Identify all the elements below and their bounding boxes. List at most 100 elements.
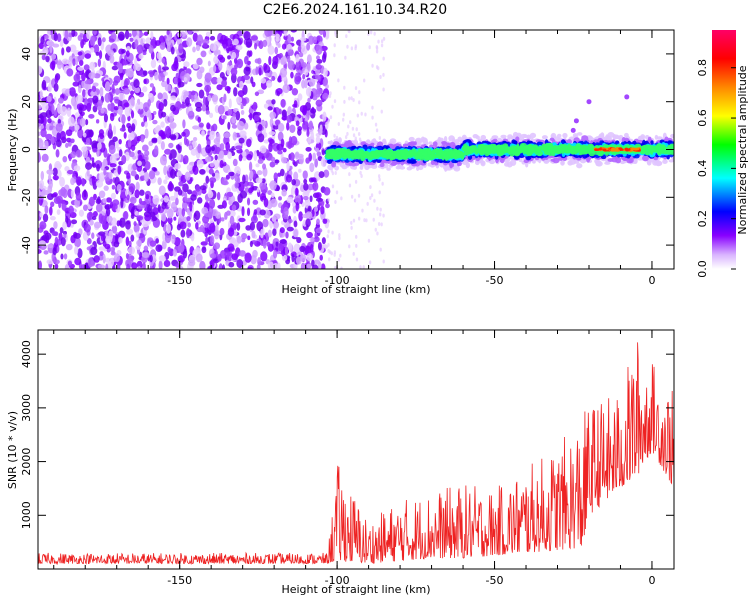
noise-blob <box>134 210 139 216</box>
noise-blob <box>177 81 185 88</box>
noise-blob <box>74 257 82 266</box>
noise-blob <box>113 253 121 263</box>
noise-blob <box>242 156 247 161</box>
noise-blob <box>129 196 137 204</box>
noise-blob <box>49 206 53 216</box>
noise-blob <box>52 192 58 197</box>
noise-blob <box>157 135 162 145</box>
noise-blob <box>149 83 154 88</box>
noise-blob <box>157 177 162 186</box>
noise-blob <box>380 39 384 44</box>
noise-blob <box>91 216 97 221</box>
noise-blob <box>127 177 131 185</box>
noise-blob <box>136 215 144 221</box>
noise-blob <box>236 222 241 231</box>
noise-blob <box>154 145 159 156</box>
noise-blob <box>270 156 276 162</box>
noise-blob <box>82 89 86 98</box>
noise-blob <box>287 33 292 44</box>
signal-blob <box>406 166 413 171</box>
noise-blob <box>106 215 113 223</box>
noise-blob <box>104 81 111 92</box>
noise-blob <box>183 154 189 165</box>
signal-blob <box>492 138 498 143</box>
noise-blob <box>112 80 119 86</box>
noise-blob <box>92 30 98 36</box>
noise-blob <box>368 260 372 265</box>
noise-blob <box>305 218 311 228</box>
noise-blob <box>312 181 319 191</box>
noise-blob <box>118 230 126 239</box>
noise-blob <box>338 236 341 241</box>
noise-blob <box>126 46 131 51</box>
noise-blob <box>209 35 216 41</box>
noise-blob <box>111 65 119 71</box>
noise-blob <box>327 120 330 125</box>
noise-blob <box>185 68 192 76</box>
noise-blob <box>228 210 236 218</box>
noise-blob <box>160 121 165 128</box>
noise-blob <box>87 257 94 268</box>
noise-blob <box>144 121 148 128</box>
noise-blob <box>314 158 319 168</box>
noise-blob <box>293 243 301 254</box>
noise-blob <box>46 169 54 175</box>
noise-blob <box>119 73 124 81</box>
noise-blob <box>40 112 48 118</box>
noise-blob <box>50 201 55 208</box>
noise-blob <box>113 125 117 135</box>
noise-blob <box>207 94 212 102</box>
noise-blob <box>260 251 268 262</box>
noise-blob <box>104 203 112 210</box>
noise-blob <box>188 259 196 267</box>
noise-blob <box>220 34 228 45</box>
noise-blob <box>277 43 281 48</box>
noise-blob <box>209 162 215 168</box>
noise-blob <box>190 233 195 242</box>
noise-blob <box>343 85 346 90</box>
noise-blob <box>257 123 263 132</box>
noise-blob <box>96 196 101 204</box>
noise-blob <box>51 53 57 60</box>
noise-blob <box>247 235 251 241</box>
noise-blob <box>43 250 49 255</box>
noise-blob <box>250 76 254 84</box>
noise-blob <box>262 218 269 228</box>
noise-blob <box>78 106 83 115</box>
noise-blob <box>319 200 325 207</box>
noise-blob <box>255 177 263 184</box>
noise-blob <box>356 113 360 118</box>
noise-blob <box>300 39 305 49</box>
noise-blob <box>378 212 382 217</box>
signal-blob <box>541 135 548 140</box>
noise-blob <box>209 198 216 209</box>
noise-blob <box>322 78 328 86</box>
noise-blob <box>199 169 206 175</box>
noise-blob <box>195 185 201 192</box>
noise-blob <box>249 221 256 231</box>
noise-blob <box>77 34 83 42</box>
noise-blob <box>182 119 186 129</box>
noise-blob <box>89 219 94 226</box>
noise-blob <box>286 115 293 123</box>
noise-blob <box>375 128 379 133</box>
noise-blob <box>327 197 330 202</box>
noise-blob <box>86 30 91 40</box>
noise-blob <box>96 163 100 172</box>
noise-blob <box>369 195 372 200</box>
noise-blob <box>210 76 219 85</box>
signal-blob <box>475 135 480 140</box>
signal-blob <box>416 165 420 172</box>
noise-blob <box>236 235 242 244</box>
signal-blob <box>567 160 573 166</box>
noise-blob <box>182 94 187 100</box>
signal-blob <box>670 133 674 139</box>
noise-blob <box>46 259 54 265</box>
noise-blob <box>334 200 337 205</box>
noise-blob <box>219 143 225 152</box>
noise-blob <box>137 108 144 115</box>
noise-blob <box>136 204 144 210</box>
noise-blob <box>198 122 204 128</box>
noise-blob <box>333 43 336 48</box>
noise-blob <box>59 176 65 187</box>
